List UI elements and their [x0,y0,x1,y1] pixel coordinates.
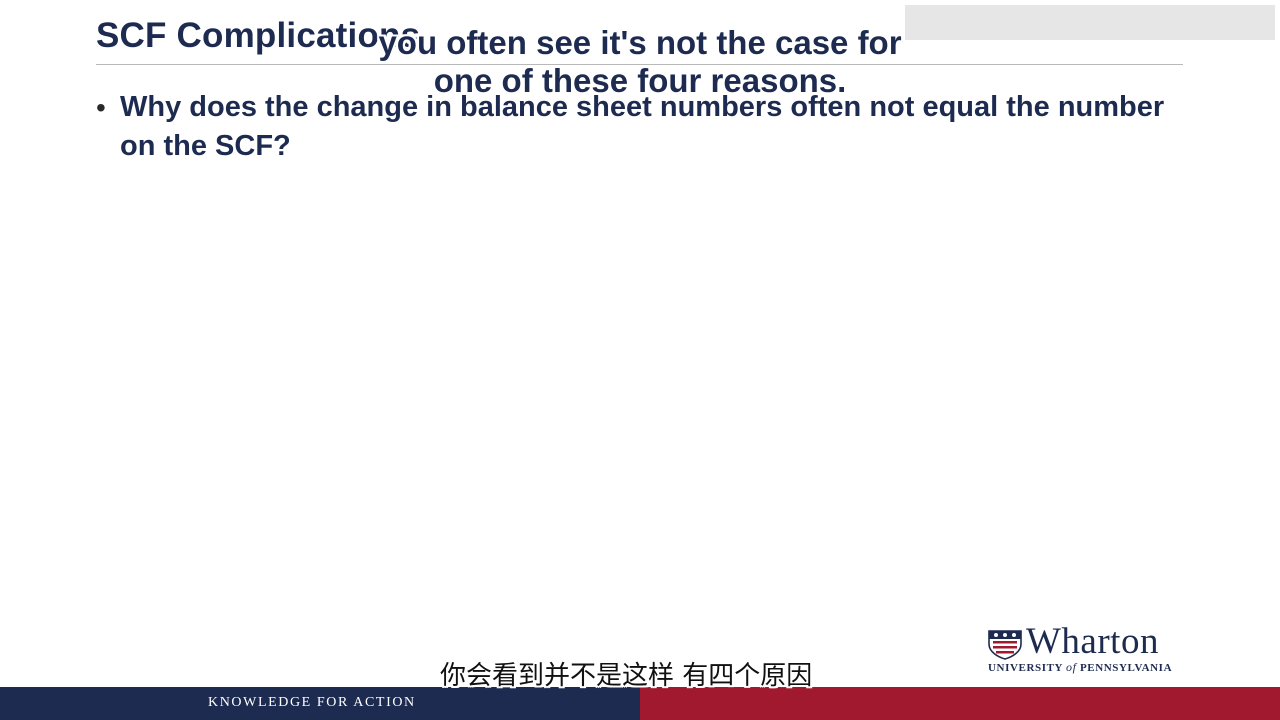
footer-crimson-band [640,687,1280,720]
english-subtitle-line: you often see it's not the case for [378,24,902,61]
logo-wordmark: Wharton [1026,621,1159,662]
bullet-text: Why does the change in balance sheet num… [120,91,1165,162]
footer-navy-band [0,687,640,720]
logo-subtitle-university: UNIVERSITY [988,662,1063,674]
bullet-icon: • [96,92,106,123]
english-subtitle: you often see it's not the case for one … [340,24,940,100]
footer-tagline: KNOWLEDGE FOR ACTION [208,695,416,710]
wharton-logo: Wharton UNIVERSITY of PENNSYLVANIA [988,622,1188,675]
chinese-subtitle: 你会看到并不是这样 有四个原因 [440,661,813,691]
video-overlay-panel [905,5,1275,40]
logo-subtitle: UNIVERSITY of PENNSYLVANIA [988,660,1172,675]
logo-subtitle-pennsylvania: PENNSYLVANIA [1079,662,1173,674]
slide-title: SCF Complications [96,16,421,55]
university-shield-icon [988,630,1022,660]
english-subtitle-line: one of these four reasons. [433,62,847,99]
logo-subtitle-of: of [1066,660,1077,674]
bullet-item: • Why does the change in balance sheet n… [96,88,1176,166]
title-divider [96,64,1183,65]
